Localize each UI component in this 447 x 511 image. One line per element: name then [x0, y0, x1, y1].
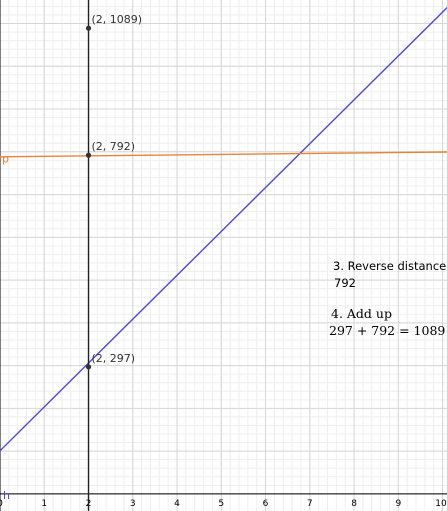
series-line-p	[0, 151, 447, 158]
point-label: (2, 297)	[92, 352, 136, 365]
point-marker	[85, 364, 92, 370]
x-tick-label: 1	[41, 499, 47, 509]
x-tick-label: 8	[351, 499, 357, 509]
line-label-h: h	[3, 489, 10, 502]
x-tick-label: 4	[174, 499, 180, 509]
series-line-h	[0, 6, 447, 452]
points: (2, 1089) (2, 792) (2, 297)	[85, 13, 143, 370]
step4-title: 4. Add up	[331, 306, 392, 321]
point-label: (2, 792)	[92, 140, 136, 153]
line-label-p: p	[2, 152, 9, 165]
point-marker	[85, 152, 92, 158]
x-tick-label: 9	[395, 499, 401, 509]
step3-title: 3. Reverse distance	[333, 259, 446, 273]
x-tick-label: 10	[435, 499, 447, 509]
point-marker	[85, 25, 92, 31]
x-tick-label: 0	[0, 499, 3, 509]
x-tick-label: 5	[218, 499, 224, 509]
x-tick-label: 7	[307, 499, 313, 509]
x-tick-label: 6	[263, 499, 269, 509]
step4-equation: 297 + 792 = 1089	[329, 323, 445, 338]
point-label: (2, 1089)	[92, 13, 143, 26]
step3-value: 792	[334, 276, 356, 290]
x-tick-label: 3	[130, 499, 136, 509]
